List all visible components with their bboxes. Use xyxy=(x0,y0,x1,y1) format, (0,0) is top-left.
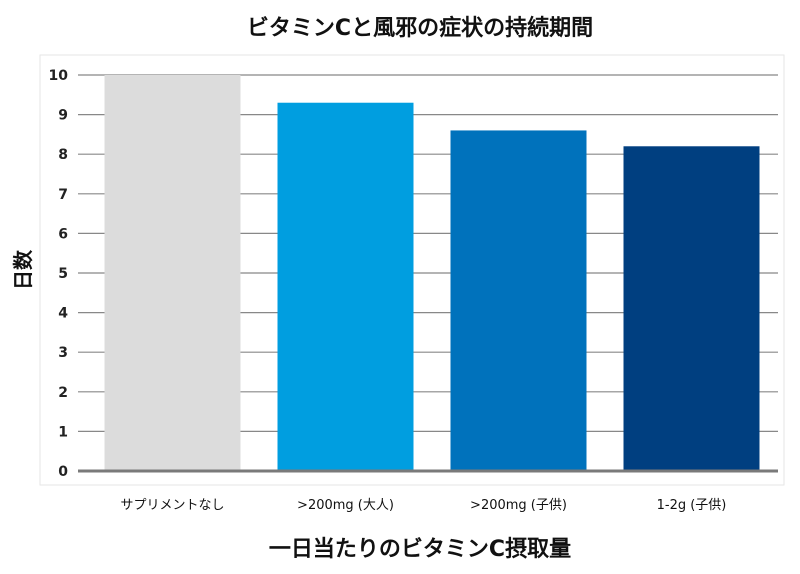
y-axis-title: 日数 xyxy=(11,249,35,290)
y-tick-label: 5 xyxy=(58,266,68,282)
bar-3 xyxy=(450,130,587,471)
y-axis-ticks: 0 1 2 3 4 5 6 7 8 9 10 xyxy=(49,68,69,480)
y-tick-label: 6 xyxy=(58,226,68,242)
y-tick-label: 7 xyxy=(58,187,68,203)
y-tick-label: 1 xyxy=(58,424,68,440)
x-category-label: >200mg (子供) xyxy=(470,498,567,513)
y-tick-label: 4 xyxy=(58,306,68,322)
x-category-label: >200mg (大人) xyxy=(297,498,394,513)
y-tick-label: 0 xyxy=(58,464,68,480)
y-tick-label: 2 xyxy=(58,385,68,401)
chart-title: ビタミンCと風邪の症状の持続期間 xyxy=(247,15,593,41)
y-tick-label: 8 xyxy=(58,147,68,163)
y-tick-label: 10 xyxy=(49,68,69,84)
y-tick-label: 3 xyxy=(58,345,68,361)
y-tick-label: 9 xyxy=(58,108,68,124)
x-axis-title: 一日当たりのビタミンC摂取量 xyxy=(269,536,571,562)
plot-frame xyxy=(39,54,785,486)
bars xyxy=(104,75,760,471)
x-category-label: 1-2g (子供) xyxy=(657,498,727,513)
bar-2 xyxy=(277,102,414,471)
x-category-label: サプリメントなし xyxy=(120,498,224,513)
x-axis-categories: サプリメントなし >200mg (大人) >200mg (子供) 1-2g (子供) xyxy=(120,498,726,513)
bar-1 xyxy=(104,75,241,471)
bar-4 xyxy=(623,146,760,471)
